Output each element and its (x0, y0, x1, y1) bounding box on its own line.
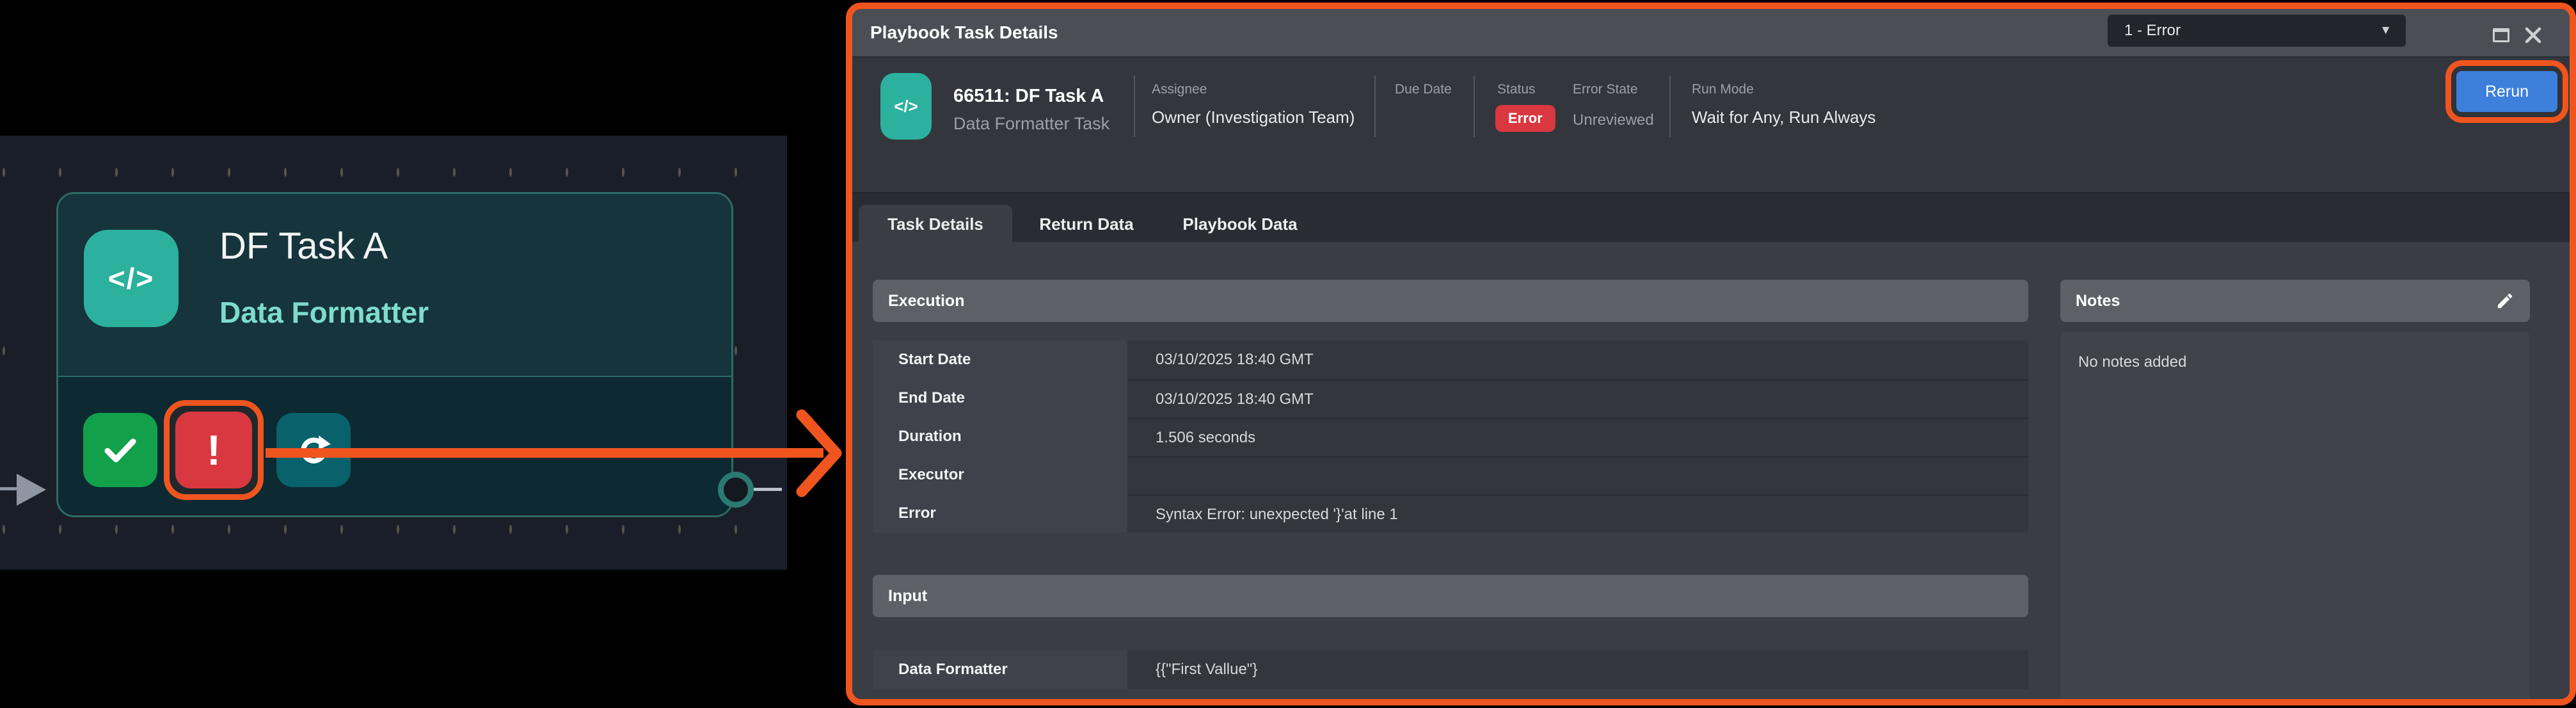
modal-header: Playbook Task Details 1 - Error ▼ (852, 9, 2570, 58)
incoming-edge-line (0, 487, 23, 490)
playbook-task-details-modal: Playbook Task Details 1 - Error ▼ </> 66… (846, 3, 2576, 705)
row-value (1127, 456, 2028, 494)
execution-title: Execution (888, 291, 965, 310)
task-error-button[interactable]: ! (175, 412, 252, 488)
summary-divider (1134, 76, 1135, 137)
notes-panel[interactable]: No notes added (2060, 332, 2530, 699)
table-row: Executor (873, 456, 2028, 494)
execution-section-header: Execution (873, 280, 2028, 322)
summary-divider (1669, 76, 1671, 137)
row-value: 03/10/2025 18:40 GMT (1127, 379, 2028, 417)
summary-divider (1374, 76, 1376, 137)
maximize-icon[interactable] (2493, 28, 2509, 42)
notes-section-header: Notes (2060, 280, 2530, 322)
rerun-button[interactable]: Rerun (2456, 71, 2557, 112)
table-row: Error Syntax Error: unexpected '}'at lin… (873, 494, 2028, 533)
outgoing-edge-line (754, 488, 782, 491)
code-glyph: </> (107, 262, 155, 295)
tab-playbook-data[interactable]: Playbook Data (1182, 214, 1298, 234)
tab-return-data[interactable]: Return Data (1039, 214, 1134, 234)
row-label: End Date (873, 379, 1127, 417)
task-success-button[interactable] (83, 413, 157, 487)
row-label: Executor (873, 456, 1127, 494)
status-label: Status (1497, 82, 1536, 97)
playbook-canvas: </> DF Task A Data Formatter ! (0, 136, 787, 570)
input-title: Input (888, 586, 928, 605)
highlight-arrow-head-icon (796, 409, 842, 497)
input-section-header: Input (873, 575, 2028, 617)
run-mode-label: Run Mode (1692, 82, 1754, 97)
notes-title: Notes (2076, 291, 2120, 310)
node-subtitle: Data Formatter (219, 296, 429, 329)
task-summary: </> 66511: DF Task A Data Formatter Task… (852, 58, 2570, 192)
row-value: 1.506 seconds (1127, 417, 2028, 456)
rerun-button-highlight: Rerun (2445, 60, 2568, 123)
modal-title: Playbook Task Details (870, 22, 1058, 42)
error-button-highlight: ! (164, 400, 264, 500)
table-row: Data Formatter {{"First Vallue"} (873, 650, 2028, 689)
close-icon[interactable] (2524, 26, 2543, 45)
highlight-arrow-line (266, 448, 823, 458)
code-icon: </> (880, 73, 932, 140)
table-row: Duration 1.506 seconds (873, 417, 2028, 456)
task-id-title: 66511: DF Task A (953, 86, 1104, 106)
node-title: DF Task A (219, 225, 388, 267)
assignee-value: Owner (Investigation Team) (1152, 108, 1355, 127)
tab-task-details[interactable]: Task Details (859, 205, 1012, 243)
table-row: End Date 03/10/2025 18:40 GMT (873, 379, 2028, 417)
row-label: Start Date (873, 341, 1127, 379)
check-icon (104, 438, 136, 463)
run-mode-value: Wait for Any, Run Always (1692, 108, 1876, 127)
task-details-content: Execution Start Date 03/10/2025 18:40 GM… (852, 242, 2570, 699)
row-label: Duration (873, 417, 1127, 456)
summary-divider (1474, 76, 1475, 137)
task-node-df-task-a[interactable]: </> DF Task A Data Formatter ! (56, 192, 733, 517)
incoming-edge-arrow-icon (17, 474, 46, 506)
exclamation-icon: ! (207, 426, 221, 474)
due-date-label: Due Date (1395, 82, 1452, 97)
table-row: Start Date 03/10/2025 18:40 GMT (873, 341, 2028, 379)
dropdown-value: 1 - Error (2124, 22, 2181, 39)
notes-empty-text: No notes added (2078, 353, 2187, 371)
task-type: Data Formatter Task (953, 114, 1110, 133)
status-badge: Error (1495, 105, 1555, 132)
error-selector-dropdown[interactable]: 1 - Error ▼ (2108, 15, 2406, 47)
edit-icon[interactable] (2495, 291, 2515, 310)
modal-tabs: Task Details Return Data Playbook Data (852, 192, 2570, 243)
node-output-connector[interactable] (718, 472, 754, 508)
chevron-down-icon: ▼ (2380, 24, 2392, 37)
row-label: Error (873, 494, 1127, 533)
code-icon: </> (84, 230, 179, 327)
error-state-value: Unreviewed (1573, 111, 1654, 129)
row-label: Data Formatter (873, 650, 1127, 689)
code-glyph: </> (894, 96, 918, 116)
error-state-label: Error State (1573, 82, 1638, 97)
row-value: {{"First Vallue"} (1127, 650, 2028, 689)
task-node-status-bar: ! (58, 377, 731, 514)
row-value: 03/10/2025 18:40 GMT (1127, 341, 2028, 379)
row-value: Syntax Error: unexpected '}'at line 1 (1127, 494, 2028, 533)
assignee-label: Assignee (1152, 82, 1207, 97)
task-node-header[interactable]: </> DF Task A Data Formatter (58, 194, 731, 377)
